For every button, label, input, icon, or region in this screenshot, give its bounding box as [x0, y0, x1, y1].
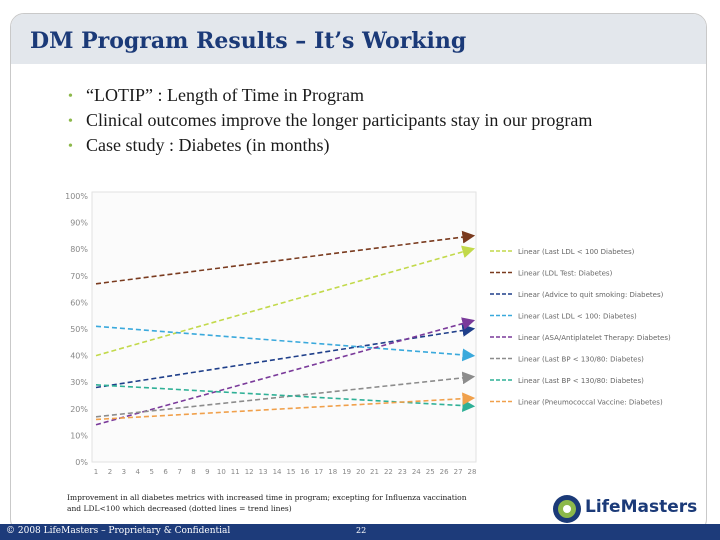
x-tick-label: 3	[122, 468, 126, 476]
bullet-item: • Case study : Diabetes (in months)	[68, 133, 668, 158]
y-tick-label: 80%	[70, 245, 88, 254]
bullet-icon: •	[68, 114, 73, 129]
x-tick-label: 8	[191, 468, 195, 476]
x-tick-label: 19	[342, 468, 351, 476]
legend-label: Linear (LDL Test: Diabetes)	[518, 270, 613, 278]
x-tick-label: 27	[454, 468, 463, 476]
x-tick-label: 7	[177, 468, 181, 476]
footer-copyright: © 2008 LifeMasters – Proprietary & Confi…	[6, 526, 231, 536]
title-bar	[11, 14, 706, 64]
legend-label: Linear (Last BP < 130/80: Diabetes)	[518, 356, 644, 364]
slide-title: DM Program Results – It’s Working	[30, 28, 467, 54]
bullet-item: • “LOTIP” : Length of Time in Program	[68, 83, 668, 108]
y-tick-label: 70%	[70, 272, 88, 281]
x-tick-label: 24	[412, 468, 421, 476]
y-tick-label: 50%	[70, 325, 88, 334]
plot-area	[91, 191, 477, 463]
lifemasters-logo-icon	[553, 495, 581, 523]
series-line	[95, 245, 476, 357]
bullet-list: • “LOTIP” : Length of Time in Program • Cl…	[68, 83, 668, 158]
y-tick-label: 10%	[70, 431, 88, 440]
y-tick-label: 60%	[70, 298, 88, 307]
logo-text: LifeMasters	[585, 497, 698, 517]
footer-bar	[0, 524, 720, 540]
bullet-item: • Clinical outcomes improve the longer pa…	[68, 108, 668, 133]
y-tick-label: 100%	[65, 192, 88, 201]
bullet-icon: •	[68, 139, 73, 154]
legend-label: Linear (Advice to quit smoking: Diabetes…	[518, 291, 664, 299]
x-tick-label: 4	[136, 468, 141, 476]
x-tick-label: 2	[108, 468, 112, 476]
bullet-text: “LOTIP” : Length of Time in Program	[86, 85, 364, 105]
x-tick-label: 5	[149, 468, 153, 476]
x-tick-label: 10	[217, 468, 226, 476]
legend-label: Linear (Pneumococcal Vaccine: Diabetes)	[518, 399, 663, 407]
x-tick-label: 22	[384, 468, 393, 476]
x-tick-label: 1	[94, 468, 98, 476]
x-tick-label: 25	[426, 468, 435, 476]
legend-label: Linear (ASA/Antiplatelet Therapy: Diabet…	[518, 334, 671, 342]
lifemasters-logo: LifeMasters	[552, 492, 702, 524]
legend-label: Linear (Last LDL < 100 Diabetes)	[518, 248, 635, 256]
trend-line-chart: 0%10%20%30%40%50%60%70%80%90%100%1 2 3 4 5 6 7…	[65, 191, 671, 476]
y-tick-label: 30%	[70, 378, 88, 387]
x-tick-label: 9	[205, 468, 209, 476]
x-tick-label: 16	[300, 468, 309, 476]
x-tick-label: 15	[287, 468, 296, 476]
page-number: 22	[356, 526, 367, 535]
bullet-text: Case study : Diabetes (in months)	[86, 135, 330, 155]
chart-caption: Improvement in all diabetes metrics with…	[67, 493, 467, 513]
x-tick-label: 13	[259, 468, 268, 476]
x-tick-label: 18	[328, 468, 337, 476]
y-tick-label: 20%	[70, 405, 88, 414]
x-tick-label: 28	[468, 468, 477, 476]
bullet-icon: •	[68, 89, 73, 104]
series-line	[95, 317, 476, 426]
x-tick-label: 14	[273, 468, 282, 476]
x-tick-label: 12	[245, 468, 254, 476]
x-tick-label: 11	[231, 468, 240, 476]
x-tick-label: 23	[398, 468, 407, 476]
series-line	[95, 230, 476, 285]
x-tick-label: 21	[370, 468, 379, 476]
x-tick-label: 26	[440, 468, 449, 476]
series-line	[95, 384, 476, 412]
bullet-text: Clinical outcomes improve the longer par…	[86, 110, 593, 130]
x-tick-label: 20	[356, 468, 365, 476]
legend-label: Linear (Last BP < 130/80: Diabetes)	[518, 377, 644, 385]
y-tick-label: 90%	[70, 219, 88, 228]
x-tick-label: 17	[314, 468, 323, 476]
y-tick-label: 0%	[75, 458, 88, 467]
x-tick-label: 6	[163, 468, 168, 476]
series-line	[95, 392, 476, 421]
y-tick-label: 40%	[70, 352, 88, 361]
series-line	[95, 371, 476, 418]
series-line	[95, 325, 476, 362]
legend-label: Linear (Last LDL < 100: Diabetes)	[518, 313, 637, 321]
